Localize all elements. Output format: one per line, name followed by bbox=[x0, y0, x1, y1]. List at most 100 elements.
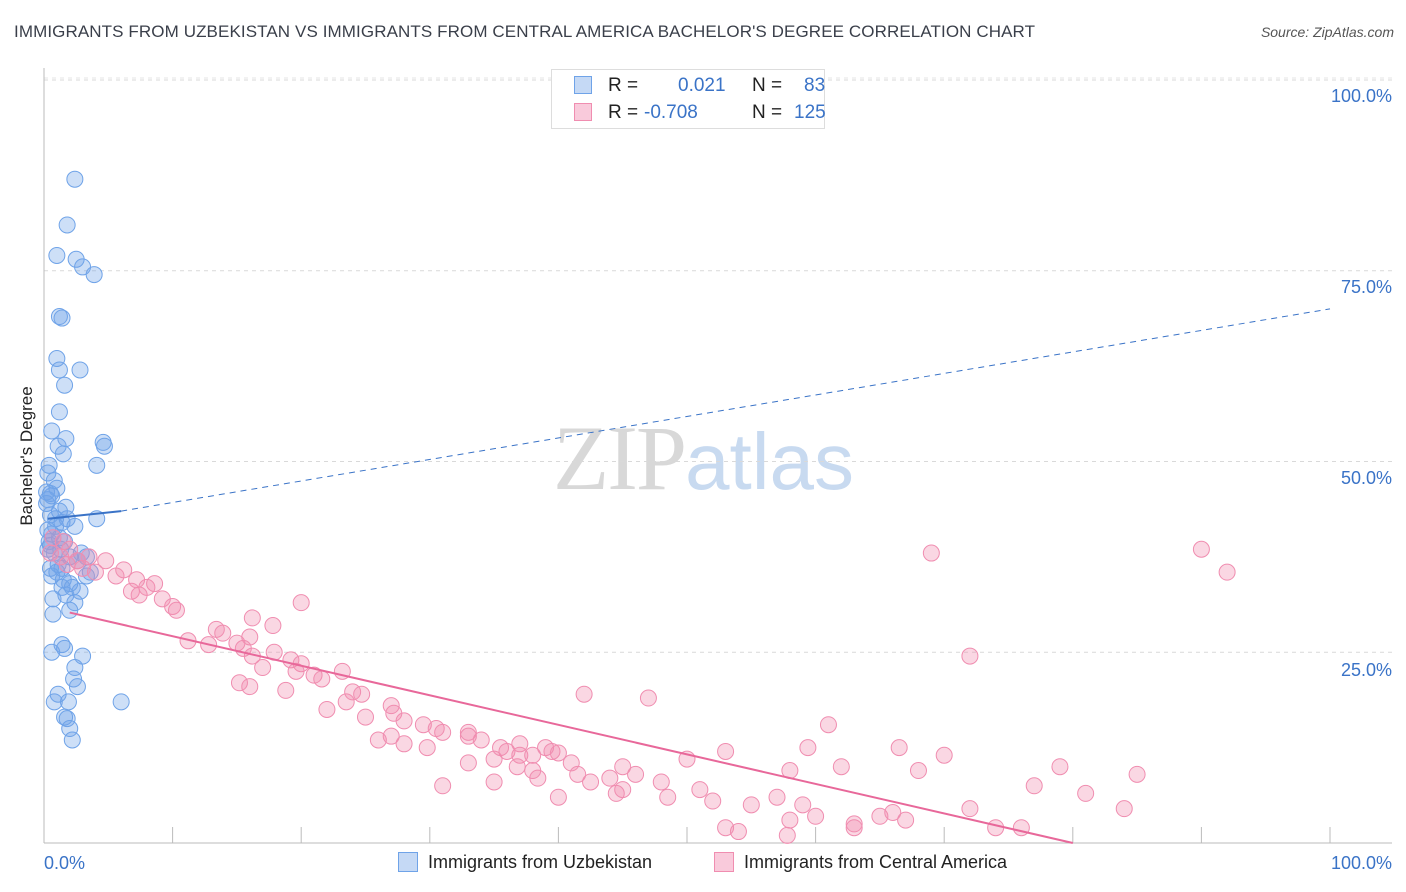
point-central-america bbox=[58, 556, 76, 574]
point-central-america bbox=[614, 758, 632, 776]
point-central-america bbox=[819, 716, 837, 734]
point-central-america bbox=[287, 662, 305, 680]
point-central-america bbox=[459, 723, 477, 741]
point-uzbekistan bbox=[53, 309, 71, 327]
point-uzbekistan bbox=[54, 445, 72, 463]
point-central-america bbox=[318, 700, 336, 718]
point-central-america bbox=[214, 624, 232, 642]
point-central-america bbox=[652, 773, 670, 791]
point-uzbekistan bbox=[85, 266, 103, 284]
point-central-america bbox=[781, 811, 799, 829]
point-uzbekistan bbox=[95, 437, 113, 455]
point-central-america bbox=[395, 735, 413, 753]
point-central-america bbox=[243, 609, 261, 627]
point-central-america bbox=[691, 781, 709, 799]
point-central-america bbox=[704, 792, 722, 810]
point-central-america bbox=[369, 731, 387, 749]
point-uzbekistan bbox=[61, 601, 79, 619]
x-tick-label-0: 0.0% bbox=[44, 853, 86, 873]
point-uzbekistan bbox=[71, 361, 89, 379]
point-central-america bbox=[130, 586, 148, 604]
point-central-america bbox=[614, 781, 632, 799]
point-central-america bbox=[277, 681, 295, 699]
point-central-america bbox=[543, 742, 561, 760]
point-central-america bbox=[922, 544, 940, 562]
legend-row-uzbekistan: R = 0.021 N = 83 bbox=[574, 75, 825, 99]
legend-n-label: N = bbox=[752, 75, 783, 96]
point-central-america bbox=[459, 754, 477, 772]
point-central-america bbox=[884, 803, 902, 821]
bottom-legend-swatch-blue bbox=[398, 852, 418, 872]
point-central-america bbox=[582, 773, 600, 791]
point-central-america bbox=[832, 758, 850, 776]
point-central-america bbox=[549, 744, 567, 762]
point-uzbekistan bbox=[44, 605, 62, 623]
point-central-america bbox=[807, 807, 825, 825]
point-uzbekistan bbox=[41, 506, 59, 524]
point-central-america bbox=[1025, 777, 1043, 795]
point-central-america bbox=[601, 769, 619, 787]
trend-line-uzbekistan bbox=[47, 510, 122, 520]
y-tick-label-25: 25.0% bbox=[1340, 660, 1392, 680]
point-uzbekistan bbox=[68, 678, 86, 696]
point-uzbekistan bbox=[66, 170, 84, 188]
point-uzbekistan bbox=[45, 693, 63, 711]
point-central-america bbox=[353, 685, 371, 703]
point-uzbekistan bbox=[43, 422, 61, 440]
point-central-america bbox=[485, 773, 503, 791]
point-central-america bbox=[961, 647, 979, 665]
point-uzbekistan bbox=[50, 308, 68, 326]
point-central-america bbox=[472, 731, 490, 749]
y-tick-label-100: 100.0% bbox=[1330, 86, 1392, 106]
point-central-america bbox=[909, 762, 927, 780]
point-uzbekistan bbox=[48, 246, 66, 264]
legend-n-value-pink: 125 bbox=[794, 102, 826, 123]
point-central-america bbox=[434, 777, 452, 795]
point-central-america bbox=[799, 739, 817, 757]
y-axis-label: Bachelor's Degree bbox=[17, 386, 36, 526]
bottom-legend-label-uzbekistan: Immigrants from Uzbekistan bbox=[428, 852, 653, 872]
point-central-america bbox=[305, 666, 323, 684]
point-central-america bbox=[1218, 563, 1236, 581]
legend-r-label: R = bbox=[608, 102, 639, 123]
point-central-america bbox=[511, 735, 529, 753]
point-central-america bbox=[254, 659, 272, 677]
point-central-america bbox=[1115, 800, 1133, 818]
point-central-america bbox=[508, 758, 526, 776]
point-central-america bbox=[418, 739, 436, 757]
point-central-america bbox=[107, 567, 125, 585]
point-uzbekistan bbox=[59, 693, 77, 711]
point-uzbekistan bbox=[63, 731, 81, 749]
point-central-america bbox=[845, 815, 863, 833]
y-tick-label-50: 50.0% bbox=[1340, 468, 1392, 488]
point-central-america bbox=[459, 727, 477, 745]
point-central-america bbox=[395, 712, 413, 730]
point-uzbekistan bbox=[58, 710, 76, 728]
point-central-america bbox=[1051, 758, 1069, 776]
point-central-america bbox=[382, 727, 400, 745]
bottom-legend-swatch-pink bbox=[714, 852, 734, 872]
trend-line-uzbekistan-extended bbox=[121, 308, 1331, 512]
point-central-america bbox=[961, 800, 979, 818]
point-uzbekistan bbox=[65, 670, 83, 688]
correlation-legend: R = 0.021 N = 83 R = -0.708 N = 125 bbox=[551, 69, 826, 129]
legend-n-value-blue: 83 bbox=[804, 75, 826, 96]
point-central-america bbox=[1128, 765, 1146, 783]
point-central-america bbox=[717, 819, 735, 837]
point-central-america bbox=[742, 796, 760, 814]
point-uzbekistan bbox=[38, 494, 56, 512]
point-uzbekistan bbox=[54, 571, 72, 589]
trend-line-central-america bbox=[69, 611, 1074, 844]
legend-r-value-pink: -0.708 bbox=[644, 102, 698, 123]
chart-title: IMMIGRANTS FROM UZBEKISTAN VS IMMIGRANTS… bbox=[14, 22, 1036, 41]
point-central-america bbox=[549, 788, 567, 806]
point-central-america bbox=[337, 693, 355, 711]
point-central-america bbox=[86, 563, 104, 581]
watermark: ZIPatlas bbox=[553, 407, 854, 509]
point-central-america bbox=[414, 716, 432, 734]
point-central-america bbox=[357, 708, 374, 726]
point-uzbekistan bbox=[66, 517, 84, 535]
y-tick-label-75: 75.0% bbox=[1340, 277, 1392, 297]
point-uzbekistan bbox=[112, 693, 130, 711]
